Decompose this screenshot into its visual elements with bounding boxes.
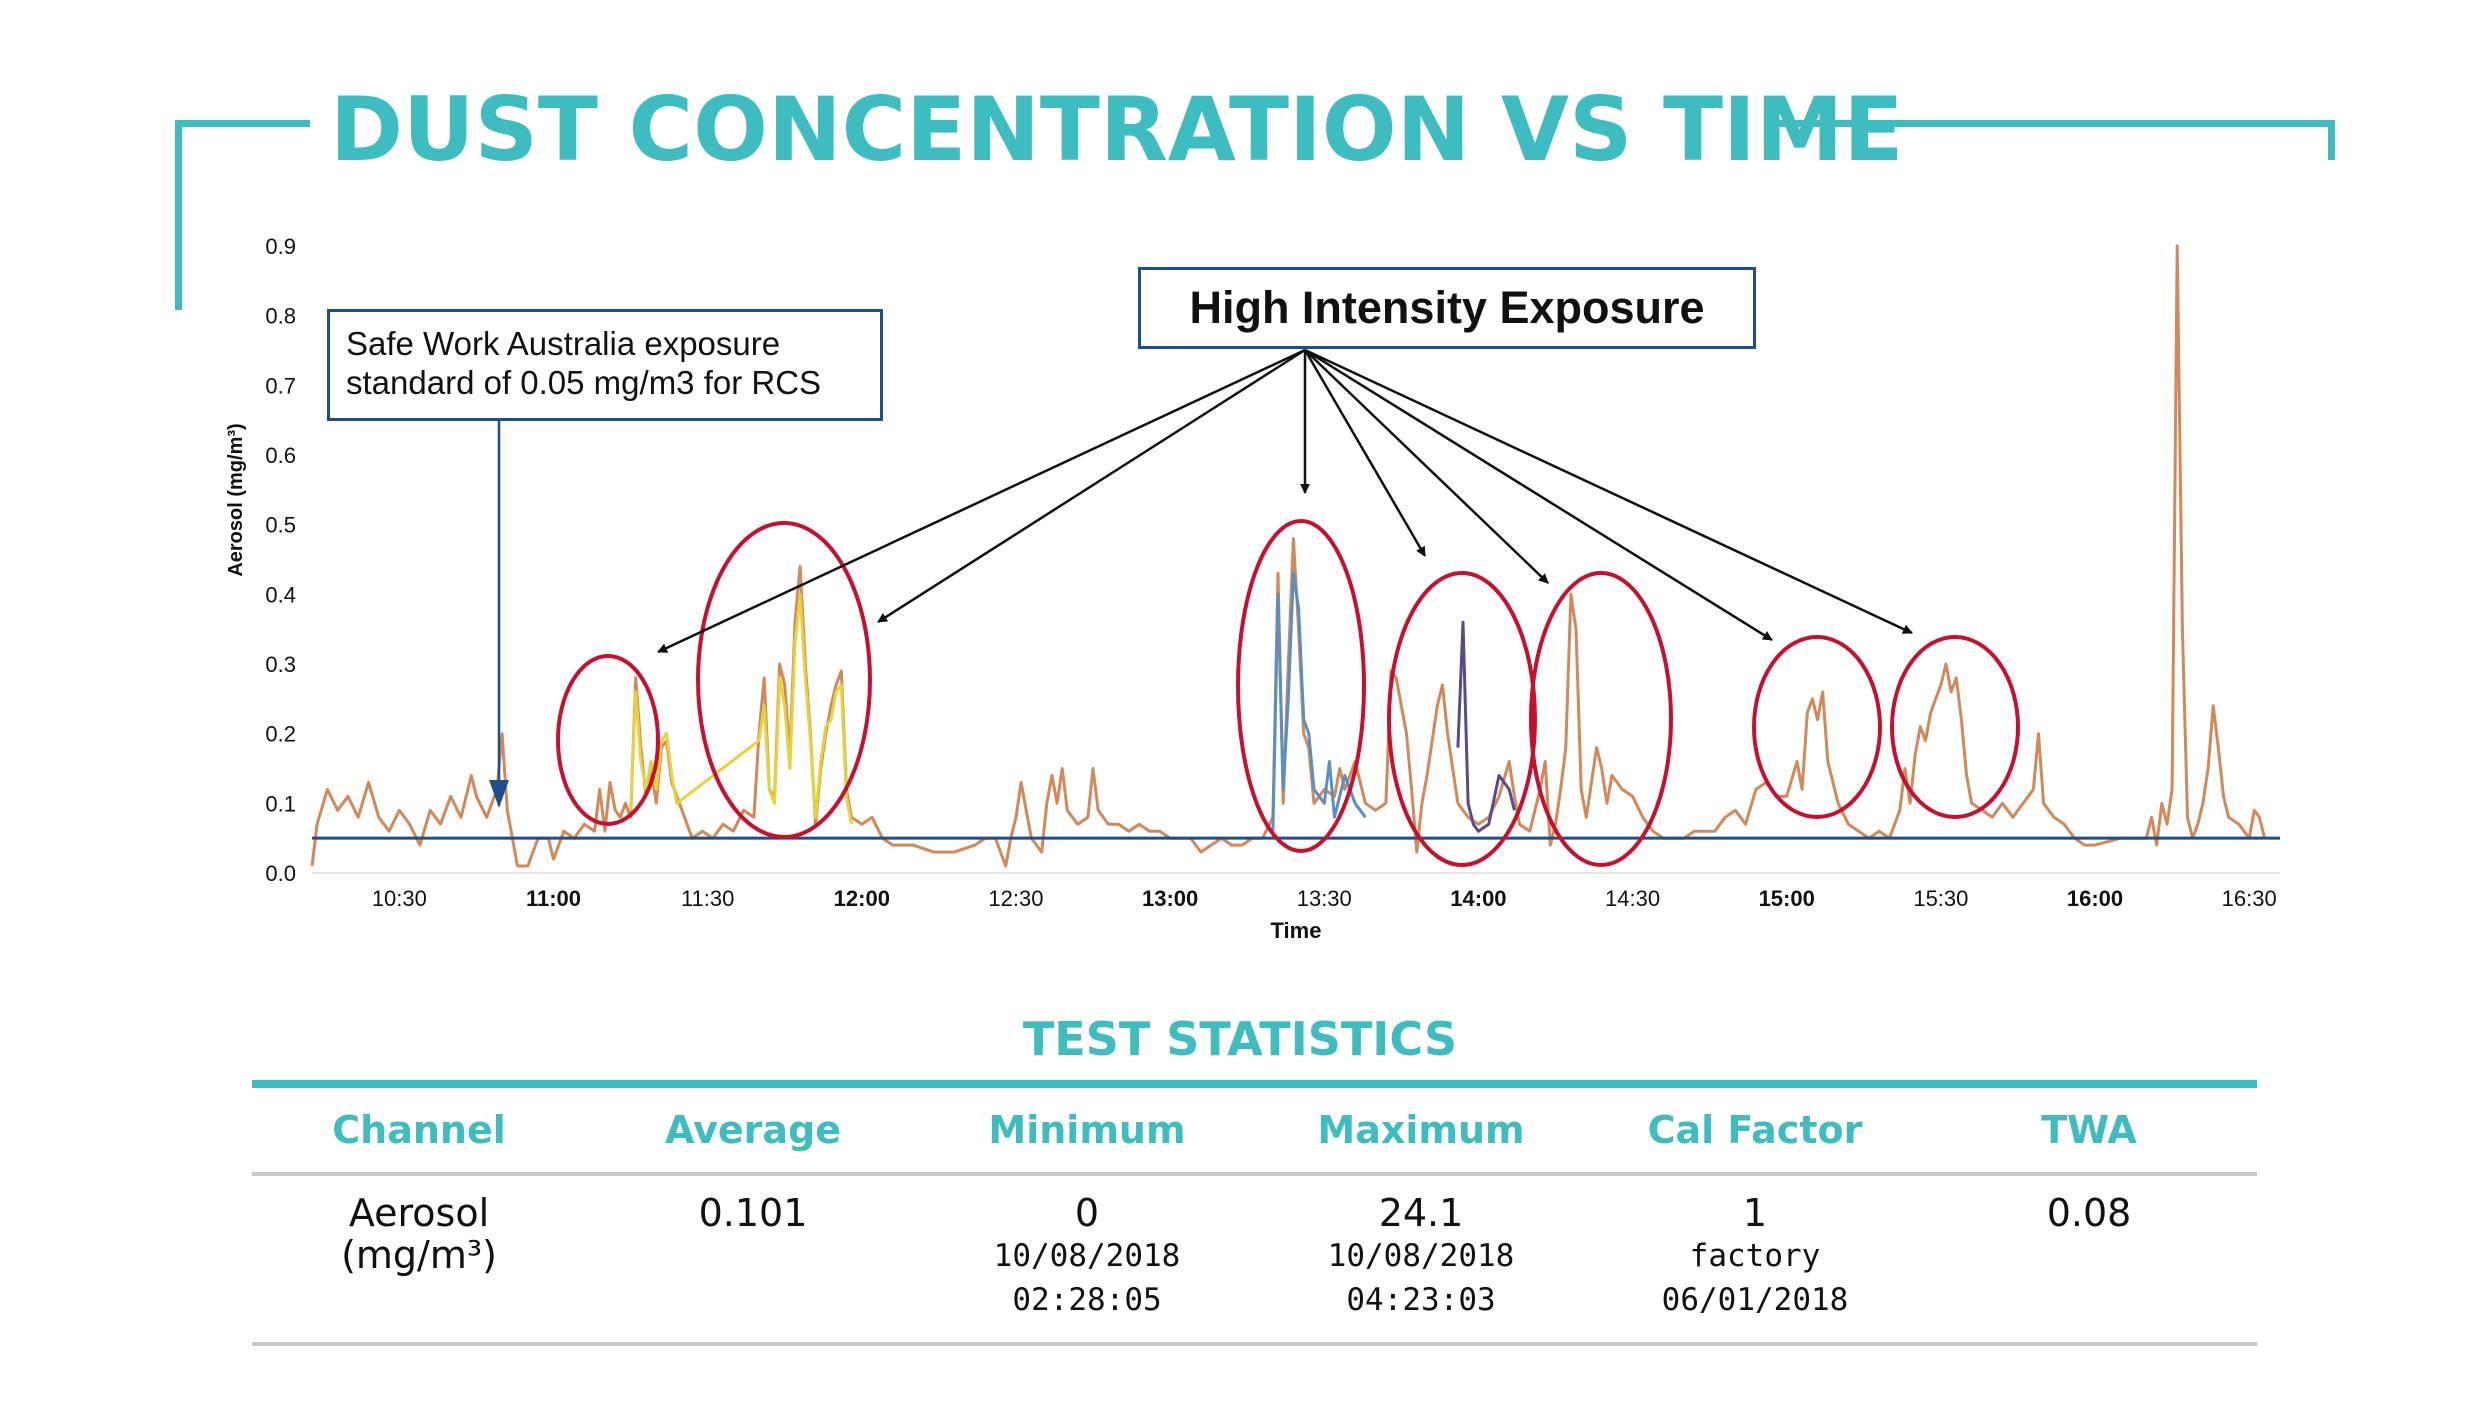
maximum-time: 04:23:03 — [1346, 1282, 1496, 1318]
cell-twa: 0.08 — [1922, 1192, 2256, 1234]
header-maximum: Maximum — [1317, 1108, 1525, 1152]
exposure-circle — [1890, 635, 2020, 819]
series-line-2 — [629, 592, 853, 825]
exposure-circle — [1387, 571, 1537, 867]
minimum-date: 10/08/2018 — [993, 1238, 1181, 1274]
frame-left-horizontal — [175, 120, 310, 127]
x-tick-label: 12:00 — [834, 886, 890, 911]
frame-right-vertical — [2328, 120, 2335, 160]
frame-left-vertical — [175, 120, 182, 310]
exposure-circle — [1529, 571, 1673, 867]
dust-chart: 0.0 0.1 0.2 0.3 0.4 0.5 0.6 0.7 0.8 0.9 10:30 11:0… — [225, 234, 2280, 943]
exposure-circle — [556, 654, 660, 826]
series-line-4 — [1456, 620, 1516, 833]
annotation-arrow — [1304, 349, 1549, 584]
exposure-circle — [1752, 635, 1882, 819]
x-tick-label: 11:00 — [526, 886, 581, 911]
x-tick-label: 12:30 — [988, 886, 1043, 911]
header-twa: TWA — [2041, 1108, 2137, 1152]
series-line-1 — [310, 244, 2267, 868]
x-tick-label: 16:00 — [2067, 886, 2123, 911]
cell-minimum: 0 10/08/2018 02:28:05 — [920, 1192, 1254, 1322]
cell-channel: Aerosol (mg/m³) — [252, 1192, 586, 1276]
cell-average: 0.101 — [586, 1192, 920, 1234]
annotation-arrow — [877, 348, 1306, 624]
annotation-arrows — [489, 348, 1913, 808]
x-tick-label: 15:00 — [1759, 886, 1815, 911]
exposure-circle — [1236, 519, 1366, 853]
y-tick-label: 0.6 — [265, 443, 296, 468]
cell-cal-factor: 1 factory 06/01/2018 — [1588, 1192, 1922, 1322]
exposure-standard-text: Safe Work Australia exposure standard of… — [346, 325, 822, 401]
twa-value: 0.08 — [2046, 1191, 2132, 1235]
header-channel: Channel — [332, 1108, 506, 1152]
exposure-circle — [696, 521, 872, 839]
series-layer — [310, 244, 2267, 868]
annotation-arrow — [657, 348, 1306, 654]
y-tick-label: 0.9 — [265, 234, 296, 259]
y-tick-label: 0.7 — [265, 373, 296, 398]
annotation-arrow — [1303, 349, 1427, 557]
y-axis-label: Aerosol (mg/m³) — [225, 423, 247, 576]
x-axis-label: Time — [1271, 918, 1322, 943]
average-value: 0.101 — [698, 1191, 808, 1235]
page-title: DUST CONCENTRATION VS TIME — [330, 78, 1904, 181]
y-tick-label: 0.5 — [265, 513, 296, 538]
cal-factor-value: 1 — [1742, 1191, 1768, 1235]
exposure-circles — [556, 519, 2020, 867]
exposure-standard-callout: Safe Work Australia exposure standard of… — [327, 309, 883, 421]
maximum-date: 10/08/2018 — [1327, 1238, 1515, 1274]
y-tick-label: 0.0 — [265, 861, 296, 886]
maximum-value: 24.1 — [1378, 1191, 1464, 1235]
y-tick-label: 0.8 — [265, 304, 296, 329]
stats-rule-top — [252, 1080, 2257, 1088]
header-cal-factor: Cal Factor — [1647, 1108, 1863, 1152]
high-intensity-text: High Intensity Exposure — [1189, 282, 1705, 333]
header-average: Average — [665, 1108, 841, 1152]
x-tick-label: 13:00 — [1142, 886, 1198, 911]
annotation-arrow — [1304, 348, 1913, 635]
header-minimum: Minimum — [988, 1108, 1186, 1152]
minimum-value: 0 — [1074, 1191, 1100, 1235]
x-tick-label: 15:30 — [1913, 886, 1968, 911]
cal-factor-date: 06/01/2018 — [1661, 1282, 1849, 1318]
frame-right-horizontal — [1775, 120, 2335, 127]
cell-maximum: 24.1 10/08/2018 04:23:03 — [1254, 1192, 1588, 1322]
x-tick-label: 14:30 — [1605, 886, 1660, 911]
annotation-arrow — [1304, 348, 1773, 642]
x-tick-label: 14:00 — [1450, 886, 1506, 911]
x-tick-label: 10:30 — [372, 886, 427, 911]
series-line-3 — [1271, 571, 1367, 832]
channel-unit: (mg/m³) — [341, 1233, 497, 1277]
x-tick-label: 11:30 — [681, 886, 734, 911]
cal-factor-note: factory — [1689, 1238, 1821, 1274]
x-tick-label: 13:30 — [1297, 886, 1352, 911]
channel-name: Aerosol — [348, 1191, 490, 1235]
y-axis-ticks: 0.0 0.1 0.2 0.3 0.4 0.5 0.6 0.7 0.8 0.9 — [265, 234, 296, 886]
standard-arrow-head — [489, 780, 509, 808]
stats-rule-mid — [252, 1172, 2257, 1176]
y-tick-label: 0.3 — [265, 652, 296, 677]
minimum-time: 02:28:05 — [1012, 1282, 1162, 1318]
stats-rule-bottom — [252, 1342, 2257, 1346]
x-tick-label: 16:30 — [2222, 886, 2277, 911]
y-tick-label: 0.2 — [265, 722, 296, 747]
y-tick-label: 0.4 — [265, 582, 296, 607]
high-intensity-callout: High Intensity Exposure — [1138, 267, 1756, 349]
x-axis-ticks: 10:30 11:00 11:30 12:00 12:30 13:00 13:30 14:00… — [372, 886, 2277, 911]
stats-title: TEST STATISTICS — [1022, 1012, 1458, 1066]
y-tick-label: 0.1 — [265, 791, 296, 816]
